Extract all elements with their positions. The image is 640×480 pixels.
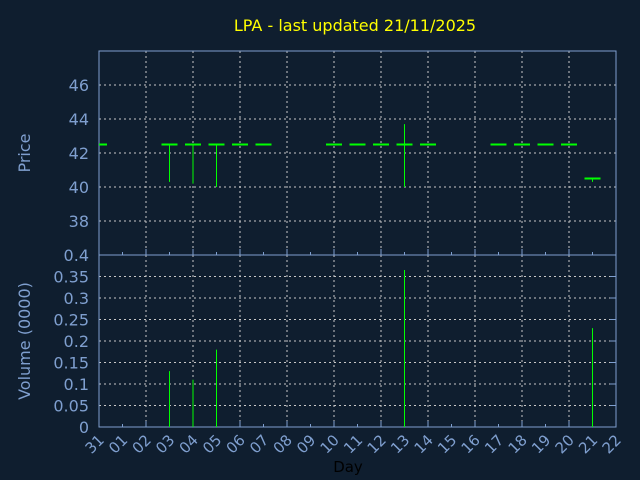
x-tick-label: 19 <box>528 431 554 457</box>
volume-tick-label: 0 <box>79 418 89 437</box>
x-tick-label: 18 <box>505 431 531 457</box>
x-tick-label: 01 <box>105 431 131 457</box>
x-tick-label: 14 <box>411 431 437 457</box>
candle <box>161 143 178 182</box>
price-tick-label: 40 <box>69 178 89 197</box>
volume-tick-label: 0.3 <box>64 289 89 308</box>
candle <box>396 124 413 187</box>
volume-tick-label: 0.1 <box>64 375 89 394</box>
volume-tick-label: 0.35 <box>53 268 89 287</box>
x-tick-label: 06 <box>223 431 249 457</box>
price-tick-label: 38 <box>69 212 89 231</box>
x-tick-label: 02 <box>129 431 155 457</box>
volume-tick-label: 0.05 <box>53 397 89 416</box>
price-tick-label: 44 <box>69 110 89 129</box>
x-tick-label: 12 <box>364 431 390 457</box>
volume-tick-label: 0.15 <box>53 354 89 373</box>
x-tick-label: 21 <box>575 431 601 457</box>
chart-title: LPA - last updated 21/11/2025 <box>234 16 476 35</box>
x-tick-label: 20 <box>552 431 578 457</box>
volume-frame <box>98 254 617 428</box>
candle <box>584 177 601 182</box>
candle <box>208 143 225 187</box>
x-tick-label: 11 <box>340 431 366 457</box>
volume-tick-label: 0.25 <box>53 311 89 330</box>
x-tick-label: 17 <box>481 431 507 457</box>
x-axis-label: Day <box>333 458 363 476</box>
volume-tick-label: 0.2 <box>64 332 89 351</box>
x-tick-label: 05 <box>199 431 225 457</box>
volume-tick-label: 0.4 <box>64 246 89 265</box>
volume-axis-label: Volume (0000) <box>15 282 34 400</box>
x-tick-label: 22 <box>599 431 625 457</box>
x-tick-label: 09 <box>293 431 319 457</box>
price-frame <box>98 50 617 256</box>
x-tick-label: 04 <box>176 431 202 457</box>
price-axis-label: Price <box>15 133 34 172</box>
x-tick-label: 07 <box>246 431 272 457</box>
x-tick-label: 10 <box>317 431 343 457</box>
x-tick-label: 08 <box>270 431 296 457</box>
x-tick-label: 03 <box>152 431 178 457</box>
x-tick-label: 15 <box>434 431 460 457</box>
x-tick-label: 16 <box>458 431 484 457</box>
x-tick-label: 13 <box>387 431 413 457</box>
price-tick-label: 42 <box>69 144 89 163</box>
price-tick-label: 46 <box>69 76 89 95</box>
candle <box>185 143 201 184</box>
